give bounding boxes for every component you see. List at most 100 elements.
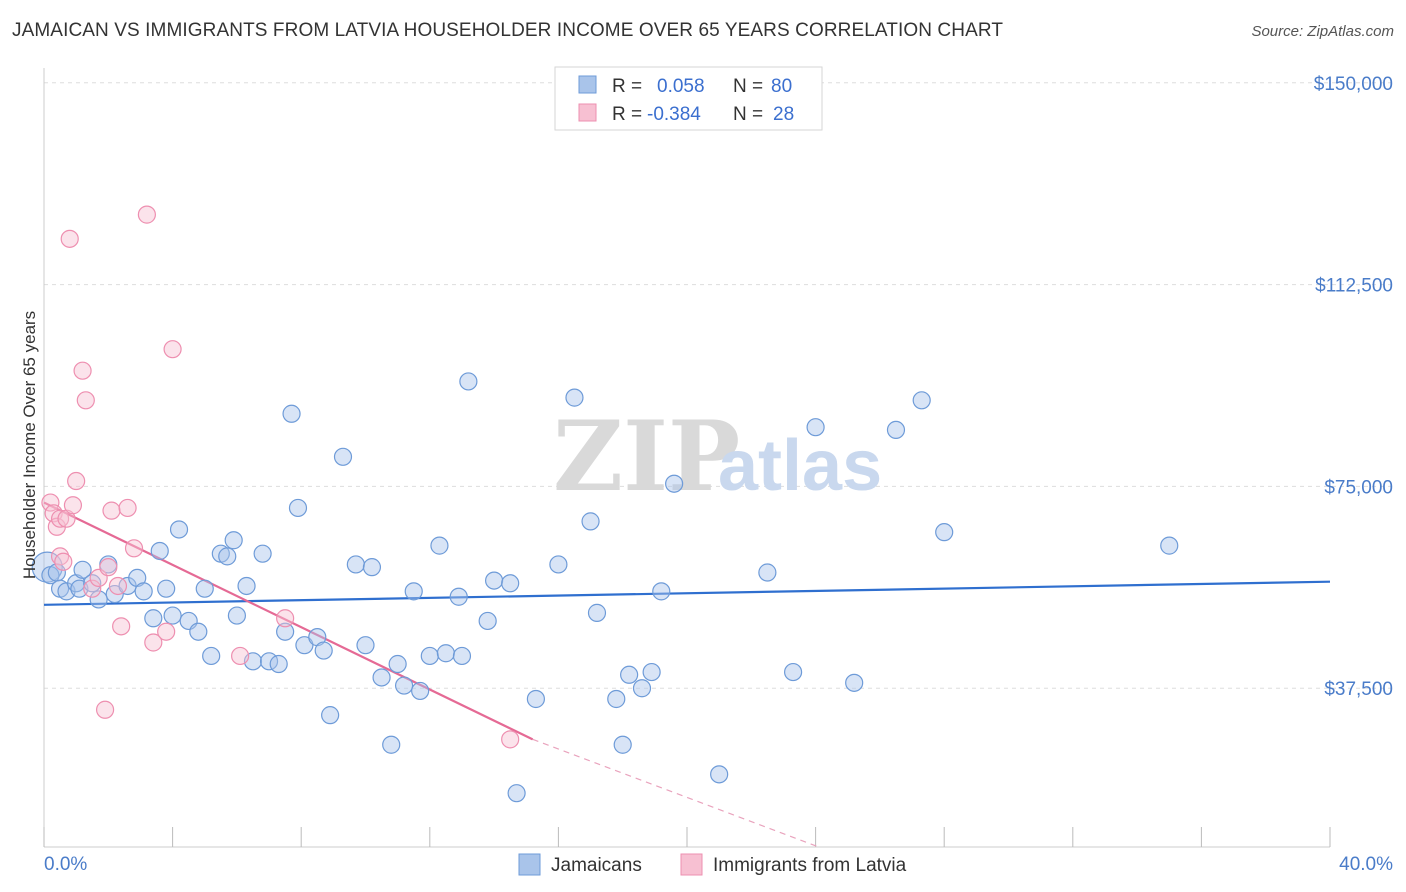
point-jamaicans-50 <box>420 646 439 666</box>
stats-r-value-2: -0.384 <box>647 104 701 125</box>
point-latvia-3 <box>50 547 70 566</box>
point-jamaicans-59 <box>507 784 526 803</box>
point-jamaicans-15 <box>144 609 163 628</box>
point-jamaicans-66 <box>613 735 632 754</box>
point-latvia-4 <box>54 552 73 571</box>
point-jamaicans-18 <box>163 606 182 625</box>
point-jamaicans-67 <box>620 665 639 684</box>
point-jamaicans-76 <box>845 673 864 692</box>
stats-r-label-1: R = <box>612 76 642 97</box>
y-axis-label: Householder Income Over 65 years <box>20 311 39 579</box>
point-jamaicans-21 <box>189 622 208 641</box>
point-jamaicans-44 <box>372 668 391 687</box>
point-latvia-9 <box>60 229 79 248</box>
point-jamaicans-80 <box>1160 536 1179 555</box>
point-latvia-25 <box>276 609 295 628</box>
trend-line-latvia <box>43 501 534 741</box>
point-jamaicans-51 <box>430 536 449 555</box>
point-jamaicans-17 <box>157 579 176 598</box>
point-latvia-19 <box>124 539 144 558</box>
point-latvia-17 <box>112 617 131 636</box>
point-jamaicans-34 <box>282 404 301 423</box>
point-jamaicans-48 <box>404 582 423 601</box>
point-jamaicans-73 <box>758 563 777 582</box>
stats-n-label-1: N = <box>733 76 763 97</box>
point-latvia-5 <box>50 509 70 528</box>
y-tick-label-3: $150,000 <box>1314 74 1393 95</box>
point-latvia-8 <box>67 471 86 491</box>
point-jamaicans-22 <box>195 579 214 598</box>
stats-box: R = 0.058 N = 80 R = -0.384 N = 28 <box>554 66 823 131</box>
legend-label-jamaicans: Jamaicans <box>551 855 642 876</box>
point-jamaicans-62 <box>565 388 584 407</box>
watermark-atlas: atlas <box>718 426 882 506</box>
point-jamaicans-70 <box>652 582 671 601</box>
trend-lines <box>43 501 1331 848</box>
stats-n-value-1: 80 <box>771 76 792 97</box>
point-latvia-0 <box>41 493 60 512</box>
point-jamaicans-64 <box>587 603 607 622</box>
point-latvia-26 <box>501 730 520 749</box>
point-jamaicans-32 <box>269 654 288 674</box>
point-latvia-10 <box>73 361 92 380</box>
point-latvia-16 <box>108 576 128 596</box>
y-tick-label-2: $112,500 <box>1315 276 1393 297</box>
point-jamaicans-36 <box>295 636 314 655</box>
point-jamaicans-14 <box>134 582 153 601</box>
point-jamaicans-16 <box>150 541 169 561</box>
point-latvia-12 <box>83 579 102 598</box>
point-latvia-27 <box>99 558 118 577</box>
point-latvia-7 <box>63 496 83 515</box>
point-jamaicans-56 <box>478 611 497 631</box>
stats-r-value-1: 0.058 <box>657 76 705 97</box>
point-latvia-14 <box>95 700 115 719</box>
point-jamaicans-58 <box>501 574 520 593</box>
point-jamaicans-40 <box>333 447 353 466</box>
point-jamaicans-52 <box>436 644 455 663</box>
point-jamaicans-26 <box>224 531 243 550</box>
trend-line-latvia-extrapolated <box>532 738 820 848</box>
point-jamaicans-61 <box>549 555 568 574</box>
point-jamaicans-41 <box>346 555 365 574</box>
point-latvia-21 <box>144 633 163 652</box>
point-jamaicans-30 <box>253 544 272 563</box>
x-tick-label-1: 40.0% <box>1339 854 1393 875</box>
point-jamaicans-7 <box>73 560 92 579</box>
grid-lines <box>44 82 1395 689</box>
point-jamaicans-27 <box>227 606 246 625</box>
point-jamaicans-63 <box>581 512 600 531</box>
watermark: ZIP atlas <box>553 400 882 513</box>
stats-n-label-2: N = <box>733 104 763 125</box>
stats-r-label-2: R = <box>612 104 642 125</box>
point-latvia-20 <box>137 205 156 224</box>
point-jamaicans-19 <box>169 520 189 539</box>
stats-swatch-jamaicans <box>578 75 597 94</box>
point-latvia-23 <box>163 340 182 359</box>
point-latvia-11 <box>76 391 95 410</box>
point-jamaicans-79 <box>935 523 954 542</box>
point-jamaicans-69 <box>642 662 661 682</box>
point-jamaicans-60 <box>526 689 545 709</box>
point-latvia-15 <box>102 501 121 520</box>
point-jamaicans-55 <box>459 372 478 391</box>
point-latvia-24 <box>231 646 250 666</box>
y-tick-label-1: $75,000 <box>1324 477 1393 498</box>
point-jamaicans-45 <box>382 735 401 754</box>
point-jamaicans-33 <box>276 622 295 641</box>
point-jamaicans-35 <box>288 498 308 518</box>
legend: Jamaicans Immigrants from Latvia <box>518 853 907 876</box>
point-jamaicans-23 <box>202 646 221 666</box>
axes <box>43 68 1331 848</box>
point-jamaicans-71 <box>665 474 684 493</box>
point-latvia-18 <box>118 498 137 518</box>
y-tick-label-0: $37,500 <box>1324 679 1393 700</box>
stats-n-value-2: 28 <box>773 104 794 125</box>
point-jamaicans-74 <box>783 662 803 682</box>
point-jamaicans-46 <box>388 654 407 674</box>
legend-swatch-jamaicans <box>518 853 541 876</box>
scatter-points <box>31 205 1179 803</box>
x-tick-label-0: 0.0% <box>44 854 87 875</box>
y-tick-labels: $37,500 $75,000 $112,500 $150,000 <box>1314 74 1393 700</box>
point-jamaicans-42 <box>356 636 375 655</box>
